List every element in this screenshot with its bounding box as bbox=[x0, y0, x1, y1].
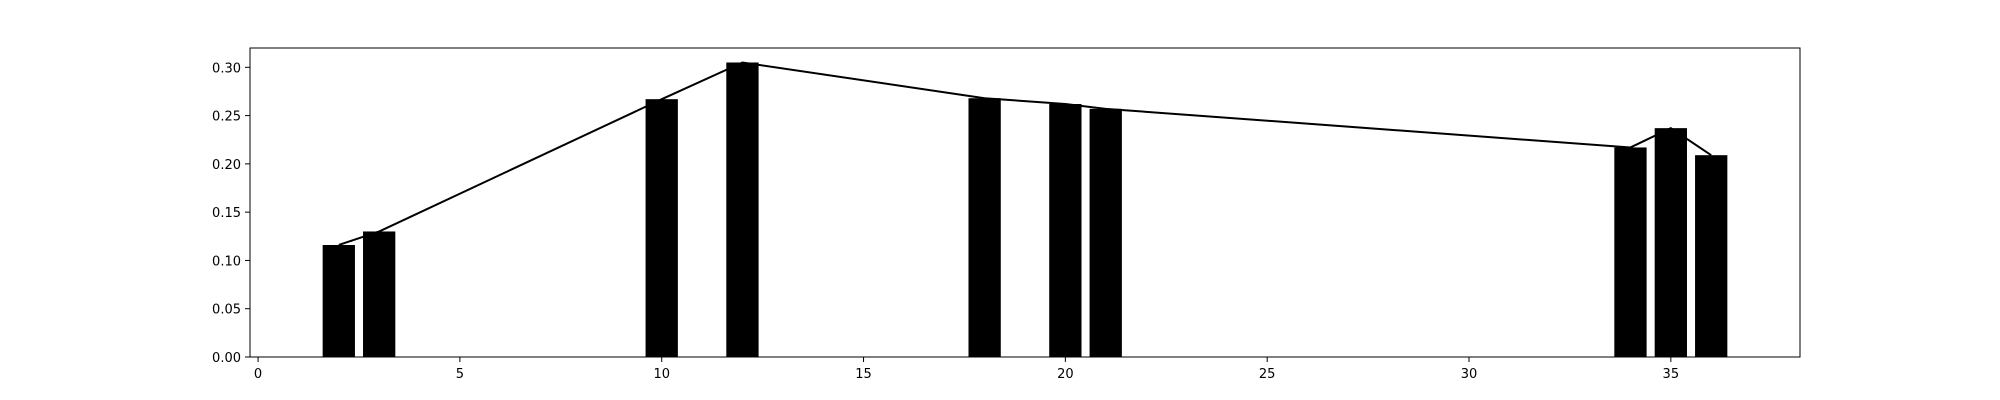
bar bbox=[968, 98, 1001, 358]
bar bbox=[1654, 128, 1687, 357]
y-tick-label: 0.20 bbox=[212, 158, 241, 173]
bar bbox=[1089, 108, 1122, 357]
x-tick-label: 15 bbox=[855, 367, 872, 382]
x-ticks-group: 0 5 10 15 20 25 30 35 bbox=[254, 357, 1679, 382]
bar bbox=[322, 244, 355, 357]
bar bbox=[726, 62, 759, 357]
bar bbox=[645, 99, 678, 357]
y-tick-label: 0.00 bbox=[212, 351, 241, 366]
x-tick-label: 20 bbox=[1057, 367, 1074, 382]
x-tick-label: 35 bbox=[1663, 367, 1680, 382]
y-tick-label: 0.05 bbox=[212, 303, 241, 318]
x-tick-label: 30 bbox=[1461, 367, 1478, 382]
x-tick-label: 25 bbox=[1259, 367, 1276, 382]
bar bbox=[363, 231, 396, 357]
bar bbox=[1695, 155, 1728, 357]
series-line bbox=[338, 61, 1712, 246]
y-tick-label: 0.25 bbox=[212, 110, 241, 125]
y-tick-label: 0.30 bbox=[212, 61, 241, 76]
x-tick-label: 10 bbox=[653, 367, 670, 382]
x-tick-label: 5 bbox=[456, 367, 464, 382]
bar bbox=[1049, 104, 1082, 357]
axes-frame bbox=[249, 47, 1801, 358]
y-ticks-group: 0.00 0.05 0.10 0.15 0.20 0.25 0.30 bbox=[212, 61, 250, 366]
y-tick-label: 0.10 bbox=[212, 254, 241, 269]
bars-group bbox=[322, 62, 1728, 358]
y-tick-label: 0.15 bbox=[212, 206, 241, 221]
line-layer bbox=[338, 61, 1712, 246]
x-tick-label: 0 bbox=[254, 367, 262, 382]
bar bbox=[1614, 147, 1647, 357]
